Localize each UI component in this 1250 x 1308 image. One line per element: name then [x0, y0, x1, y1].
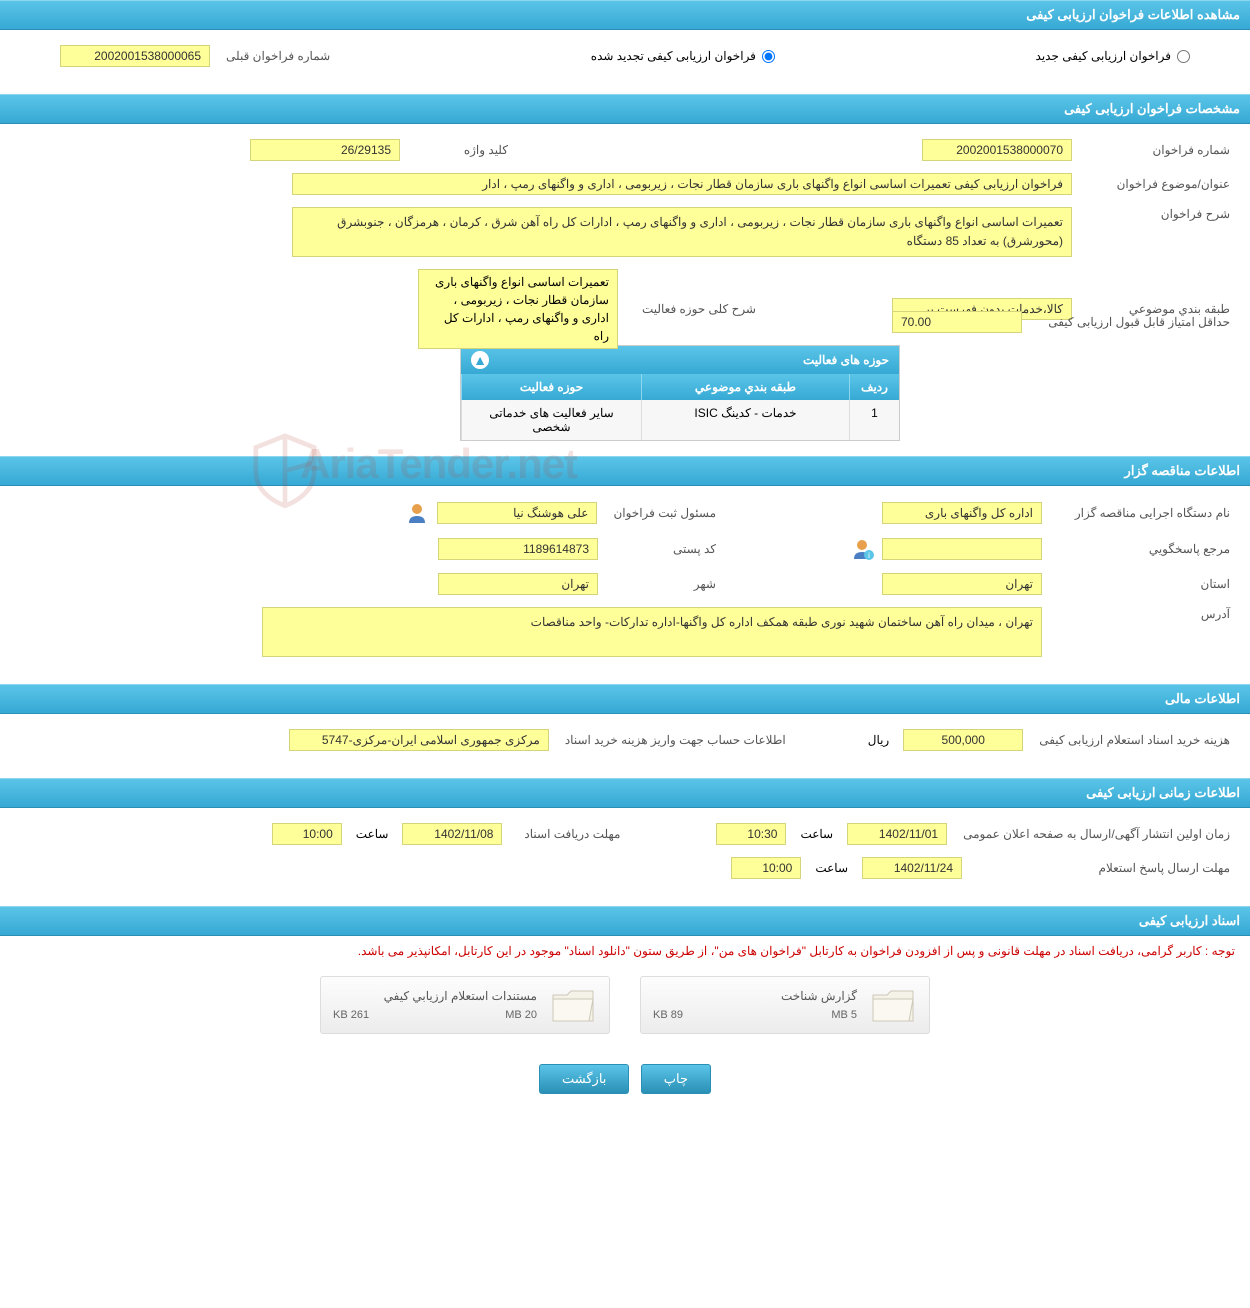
radio-renewed-call[interactable]: فراخوان ارزیابی کیفی تجدید شده [591, 49, 775, 63]
folder-icon [549, 985, 597, 1025]
folder-icon [869, 985, 917, 1025]
registrar-value: علی هوشنگ نیا [437, 502, 597, 524]
user-info-icon: i [850, 537, 874, 561]
cost-label: هزینه خرید اسناد استعلام ارزیابی کیفی [1031, 732, 1230, 749]
response-time-label: ساعت [809, 861, 854, 875]
docs-note: توجه : کاربر گرامی، دریافت اسناد در مهلت… [0, 936, 1250, 966]
publish-time-label: ساعت [794, 827, 839, 841]
publish-time: 10:30 [716, 823, 786, 845]
file-title: مستندات استعلام ارزيابي کيفي [333, 989, 537, 1003]
timing-header: اطلاعات زمانی ارزیابی کیفی [0, 778, 1250, 808]
scope-value: تعمیرات اساسی انواع واگنهای باری سازمان … [418, 269, 618, 349]
specs-header: مشخصات فراخوان ارزیابی کیفی [0, 94, 1250, 124]
bank-label: اطلاعات حساب جهت واریز هزینه خرید اسناد [557, 732, 786, 749]
min-score-value: 70.00 [892, 311, 1022, 333]
radio-new-call[interactable]: فراخوان ارزیابی کیفی جدید [1036, 49, 1190, 63]
response-label: مهلت ارسال پاسخ استعلام [970, 861, 1230, 875]
activity-col-act: حوزه فعالیت [461, 374, 641, 400]
response-time: 10:00 [731, 857, 801, 879]
publish-label: زمان اولین انتشار آگهی/ارسال به صفحه اعل… [955, 827, 1230, 841]
print-button[interactable]: چاپ [641, 1064, 711, 1094]
currency-label: ریال [862, 733, 896, 747]
activity-idx: 1 [849, 400, 899, 440]
receive-label: مهلت دریافت اسناد [510, 827, 620, 841]
receive-date: 1402/11/08 [402, 823, 502, 845]
city-value: تهران [438, 573, 598, 595]
main-header: مشاهده اطلاعات فراخوان ارزیابی کیفی [0, 0, 1250, 30]
subject-label: عنوان/موضوع فراخوان [1080, 177, 1230, 191]
activity-row: 1 خدمات - کدینگ ISIC سایر فعالیت های خدم… [461, 400, 899, 440]
province-label: استان [1050, 577, 1230, 591]
scope-label: شرح کلی حوزه فعالیت [626, 302, 756, 316]
min-score-label: حداقل امتیاز قابل قبول ارزیابی کیفی [1030, 315, 1230, 329]
response-date: 1402/11/24 [862, 857, 962, 879]
province-value: تهران [882, 573, 1042, 595]
org-label: نام دستگاه اجرایی مناقصه گزار [1050, 506, 1230, 520]
file-card[interactable]: مستندات استعلام ارزيابي کيفي 20 MB 261 K… [320, 976, 610, 1034]
bidder-header: اطلاعات مناقصه گزار [0, 456, 1250, 486]
radio-renewed-label: فراخوان ارزیابی کیفی تجدید شده [591, 49, 756, 63]
prev-call-label: شماره فراخوان قبلی [218, 49, 330, 63]
receive-time: 10:00 [272, 823, 342, 845]
keyword-value: 26/29135 [250, 139, 400, 161]
address-value: تهران ، میدان راه آهن ساختمان شهید نوری … [262, 607, 1042, 657]
responder-label: مرجع پاسخگويي [1050, 542, 1230, 556]
publish-date: 1402/11/01 [847, 823, 947, 845]
user-icon [405, 501, 429, 525]
docs-header: اسناد ارزیابی کیفی [0, 906, 1250, 936]
collapse-icon[interactable]: ▲ [471, 351, 489, 369]
file-title: گزارش شناخت [653, 989, 857, 1003]
keyword-label: کلید واژه [408, 143, 508, 157]
file-count: 5 MB [831, 1009, 857, 1021]
activity-act: سایر فعالیت های خدماتی شخصی [461, 400, 641, 440]
file-size: 89 KB [653, 1009, 683, 1021]
radio-new-label: فراخوان ارزیابی کیفی جدید [1036, 49, 1171, 63]
call-no-value: 2002001538000070 [922, 139, 1072, 161]
address-label: آدرس [1050, 607, 1230, 621]
postal-value: 1189614873 [438, 538, 598, 560]
registrar-label: مسئول ثبت فراخوان [605, 506, 716, 520]
watermark-shield-icon [250, 430, 320, 510]
file-size: 261 KB [333, 1009, 369, 1021]
radio-new-input[interactable] [1177, 50, 1190, 63]
subject-value: فراخوان ارزیابی کیفی تعمیرات اساسی انواع… [292, 173, 1072, 195]
activity-table: حوزه های فعالیت ▲ ردیف طبقه بندي موضوعي … [460, 345, 900, 441]
file-card[interactable]: گزارش شناخت 5 MB 89 KB [640, 976, 930, 1034]
back-button[interactable]: بازگشت [539, 1064, 629, 1094]
receive-time-label: ساعت [350, 827, 395, 841]
desc-label: شرح فراخوان [1080, 207, 1230, 221]
activity-cat: خدمات - کدینگ ISIC [641, 400, 849, 440]
activity-col-idx: ردیف [849, 374, 899, 400]
prev-call-value: 2002001538000065 [60, 45, 210, 67]
financial-header: اطلاعات مالی [0, 684, 1250, 714]
bank-value: مرکزی جمهوری اسلامی ایران-مرکزی-5747 [289, 729, 549, 751]
postal-label: کد پستی [606, 542, 716, 556]
file-count: 20 MB [505, 1009, 537, 1021]
city-label: شهر [606, 577, 716, 591]
activity-col-cat: طبقه بندي موضوعي [641, 374, 849, 400]
category-label: طبقه بندي موضوعي [1080, 302, 1230, 316]
svg-text:i: i [868, 551, 870, 560]
org-value: اداره کل واگنهای باری [882, 502, 1042, 524]
activity-title: حوزه های فعالیت [803, 353, 889, 367]
radio-renewed-input[interactable] [762, 50, 775, 63]
responder-value [882, 538, 1042, 560]
call-no-label: شماره فراخوان [1080, 143, 1230, 157]
desc-value: تعمیرات اساسی انواع واگنهای باری سازمان … [292, 207, 1072, 257]
cost-value: 500,000 [903, 729, 1023, 751]
